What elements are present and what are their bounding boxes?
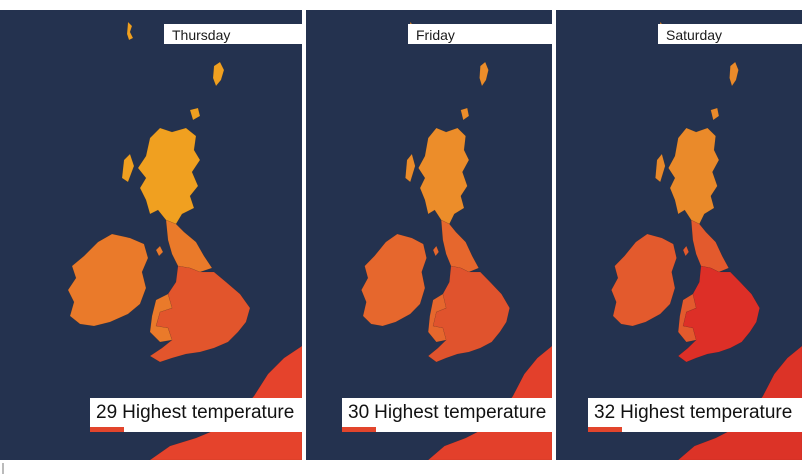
isle-of-man bbox=[682, 245, 690, 257]
image-caption bbox=[2, 463, 308, 474]
map-panel-friday: Friday 30 Highest temperature bbox=[306, 10, 552, 460]
orkney-islands bbox=[460, 107, 470, 121]
day-label: Thursday bbox=[164, 24, 302, 44]
ireland bbox=[361, 233, 427, 327]
northern-england bbox=[690, 219, 730, 273]
scotland bbox=[418, 127, 470, 225]
temperature-label: Highest temperature bbox=[620, 402, 793, 423]
temperature-color-bar bbox=[90, 427, 124, 432]
map-panel-saturday: Saturday 32 Highest temperature bbox=[556, 10, 802, 460]
temperature-label: Highest temperature bbox=[122, 402, 295, 423]
wales bbox=[677, 293, 697, 343]
scotland bbox=[137, 127, 201, 225]
ireland bbox=[611, 233, 677, 327]
temperature-value: 29 bbox=[96, 402, 118, 423]
highest-temperature-box: 29 Highest temperature bbox=[90, 398, 302, 432]
day-label: Friday bbox=[408, 24, 552, 44]
temperature-color-bar bbox=[588, 427, 622, 432]
shetland-islands bbox=[126, 21, 225, 87]
temperature-value: 30 bbox=[348, 402, 370, 423]
england-wales bbox=[677, 265, 760, 363]
wales bbox=[149, 293, 173, 343]
uk-map-thursday bbox=[67, 21, 302, 460]
hebrides-islands bbox=[405, 153, 416, 183]
england-wales bbox=[149, 265, 251, 363]
map-panel-thursday: Thursday 29 Highest temperature bbox=[0, 10, 302, 460]
highest-temperature-box: 30 Highest temperature bbox=[342, 398, 552, 432]
northern-england bbox=[165, 219, 213, 273]
uk-map-saturday bbox=[611, 21, 802, 460]
orkney-islands bbox=[189, 107, 201, 121]
orkney-islands bbox=[710, 107, 720, 121]
uk-map-friday bbox=[361, 21, 552, 460]
wales bbox=[427, 293, 447, 343]
highest-temperature-box: 32 Highest temperature bbox=[588, 398, 802, 432]
ireland bbox=[67, 233, 149, 327]
northern-england bbox=[440, 219, 480, 273]
hebrides-islands bbox=[121, 153, 135, 183]
temperature-color-bar bbox=[342, 427, 376, 432]
hebrides-islands bbox=[655, 153, 666, 183]
isle-of-man bbox=[432, 245, 440, 257]
isle-of-man bbox=[155, 245, 164, 257]
day-label: Saturday bbox=[658, 24, 802, 44]
temperature-value: 32 bbox=[594, 402, 616, 423]
england-wales bbox=[427, 265, 510, 363]
temperature-label: Highest temperature bbox=[374, 402, 547, 423]
scotland bbox=[668, 127, 720, 225]
